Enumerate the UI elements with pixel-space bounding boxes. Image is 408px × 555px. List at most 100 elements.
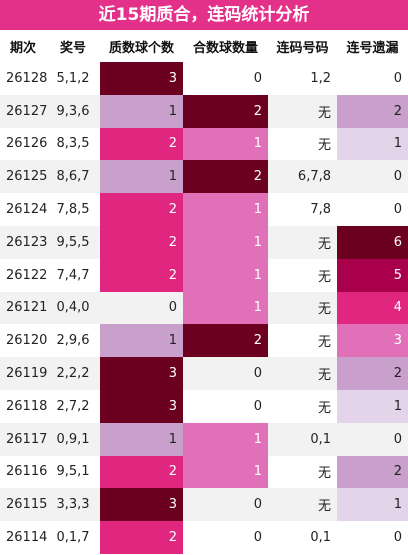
cell: 0,4,0 [46, 291, 100, 325]
header-row: 期次 奖号 质数球个数 合数球数量 连码号码 连号遗漏 [0, 30, 408, 62]
cell: 无 [268, 357, 337, 390]
cell: 1 [337, 389, 408, 423]
cell: 9,5,1 [56, 464, 90, 480]
cell: 无 [317, 335, 331, 351]
cell: 26126 [6, 136, 48, 152]
cell: 8,6,7 [46, 160, 100, 194]
cell: 6 [337, 225, 408, 259]
cell: 无 [317, 269, 331, 285]
cell: 无 [317, 466, 331, 482]
cell: 7,4,7 [56, 267, 90, 283]
cell: 1 [100, 422, 183, 456]
cell: 2 [100, 455, 183, 489]
cell: 26117 [0, 422, 47, 456]
cell: 2,7,2 [56, 398, 90, 414]
header-cell: 奖号 [59, 40, 86, 56]
cell: 26124 [6, 202, 48, 218]
cell: 4 [337, 291, 408, 325]
table-body: 26128 5,1,2 3 0 1,2 0 26127 9,3,6 1 2 无 2 26126 8,3,5… [0, 62, 408, 554]
cell: 9,3,6 [46, 94, 100, 128]
cell: 无 [317, 138, 331, 154]
cell: 1 [183, 422, 268, 456]
cell: 1 [100, 160, 183, 194]
cell: 2,2,2 [46, 357, 100, 390]
cell: 0 [337, 422, 408, 456]
cell: 1,2 [310, 70, 331, 86]
cell: 26122 [6, 267, 48, 283]
cell: 0 [100, 291, 183, 325]
cell: 0,1 [310, 530, 331, 546]
cell: 0,1,7 [56, 530, 90, 546]
cell: 0,9,1 [46, 422, 100, 456]
cell: 1 [100, 324, 183, 358]
cell: 0,1 [268, 422, 337, 456]
row: 26128 5,1,2 3 0 1,2 0 [0, 62, 408, 95]
cell: 3,3,3 [46, 488, 100, 522]
cell: 无 [317, 400, 331, 416]
cell: 26121 [0, 291, 47, 325]
cell: 3 [100, 357, 183, 390]
header-cell: 质数球个数 [108, 40, 174, 56]
cell: 2 [337, 455, 408, 489]
cell: 无 [268, 94, 337, 128]
cell: 7,8 [310, 202, 331, 218]
cell: 0 [393, 530, 402, 546]
row: 26124 7,8,5 2 1 7,8 0 [0, 193, 408, 226]
cell: 1 [337, 127, 408, 161]
cell: 5 [337, 258, 408, 292]
header-cell: 连码号码 [276, 40, 329, 56]
cell: 2 [100, 225, 183, 259]
cell: 8,3,5 [56, 136, 90, 152]
header-cell: 期次 [9, 40, 36, 56]
cell: 0 [183, 357, 268, 390]
row: 26119 2,2,2 3 0 无 2 [0, 357, 408, 390]
cell: 26116 [6, 464, 48, 480]
title: 近15期质合，连码统计分析 [0, 0, 408, 30]
row: 26117 0,9,1 1 1 0,1 0 [0, 422, 408, 456]
cell: 9,5,5 [46, 225, 100, 259]
cell: 2 [183, 94, 268, 128]
cell: 6,7,8 [268, 160, 337, 194]
cell: 3 [100, 389, 183, 423]
cell: 1 [183, 455, 268, 489]
cell: 1 [183, 291, 268, 325]
cell: 3 [337, 324, 408, 358]
cell: 2 [100, 258, 183, 292]
cell: 26118 [6, 398, 48, 414]
cell: 1 [183, 127, 268, 161]
cell: 0 [393, 70, 402, 86]
row: 26126 8,3,5 2 1 无 1 [0, 127, 408, 161]
row: 26122 7,4,7 2 1 无 5 [0, 258, 408, 292]
row: 26123 9,5,5 2 1 无 6 [0, 225, 408, 259]
cell: 0 [337, 160, 408, 194]
row: 26116 9,5,1 2 1 无 2 [0, 455, 408, 489]
cell: 3 [100, 62, 183, 95]
cell: 0 [253, 530, 262, 546]
cell: 0 [253, 398, 262, 414]
header-cell: 合数球数量 [192, 40, 258, 56]
row: 26127 9,3,6 1 2 无 2 [0, 94, 408, 128]
cell: 7,8,5 [56, 202, 90, 218]
cell: 2 [100, 127, 183, 161]
row: 26125 8,6,7 1 2 6,7,8 0 [0, 160, 408, 194]
cell: 2 [337, 94, 408, 128]
cell: 26115 [0, 488, 47, 522]
row: 26115 3,3,3 3 0 无 1 [0, 488, 408, 522]
cell: 26120 [6, 333, 48, 349]
cell: 1 [183, 225, 268, 259]
cell: 1 [337, 488, 408, 522]
cell: 2 [100, 193, 183, 226]
cell: 2 [183, 160, 268, 194]
cell: 0 [253, 70, 262, 86]
cell: 26119 [0, 357, 47, 390]
cell: 2 [337, 357, 408, 390]
cell: 1 [183, 258, 268, 292]
cell: 1 [183, 193, 268, 226]
cell: 无 [268, 291, 337, 325]
cell: 5,1,2 [56, 70, 90, 86]
cell: 1 [100, 94, 183, 128]
cell: 26128 [6, 70, 48, 86]
row: 26114 0,1,7 2 0 0,1 0 [0, 521, 408, 554]
stats-table: 期次 奖号 质数球个数 合数球数量 连码号码 连号遗漏 26128 5,1,2 3 0 1,2 0 2… [0, 30, 408, 554]
